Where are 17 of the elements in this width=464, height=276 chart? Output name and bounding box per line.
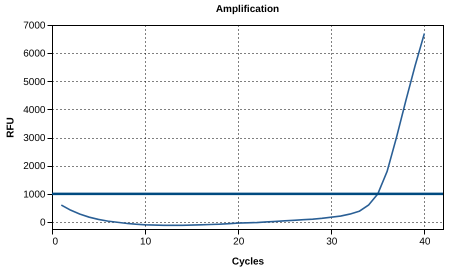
y-tick-label: 1000 xyxy=(23,189,46,200)
y-tick-label: 0 xyxy=(40,217,46,228)
line-series xyxy=(60,32,426,226)
x-tick-label: 30 xyxy=(326,236,338,248)
y-tick-label: 2000 xyxy=(23,161,46,172)
x-tick-label: 10 xyxy=(140,236,152,248)
x-tick-label: 0 xyxy=(52,236,58,248)
x-tick-label: 20 xyxy=(233,236,245,248)
x-axis-title: Cycles xyxy=(232,256,265,268)
y-tick-label: 6000 xyxy=(23,48,46,60)
chart-title: Amplification xyxy=(216,4,280,15)
y-tick-label: 5000 xyxy=(23,76,46,88)
y-tick-label: 7000 xyxy=(23,20,46,32)
y-tick-label: 3000 xyxy=(23,133,46,144)
x-tick-label: 40 xyxy=(419,236,431,248)
y-tick-label: 4000 xyxy=(23,104,46,116)
y-axis-title: RFU xyxy=(5,117,16,138)
